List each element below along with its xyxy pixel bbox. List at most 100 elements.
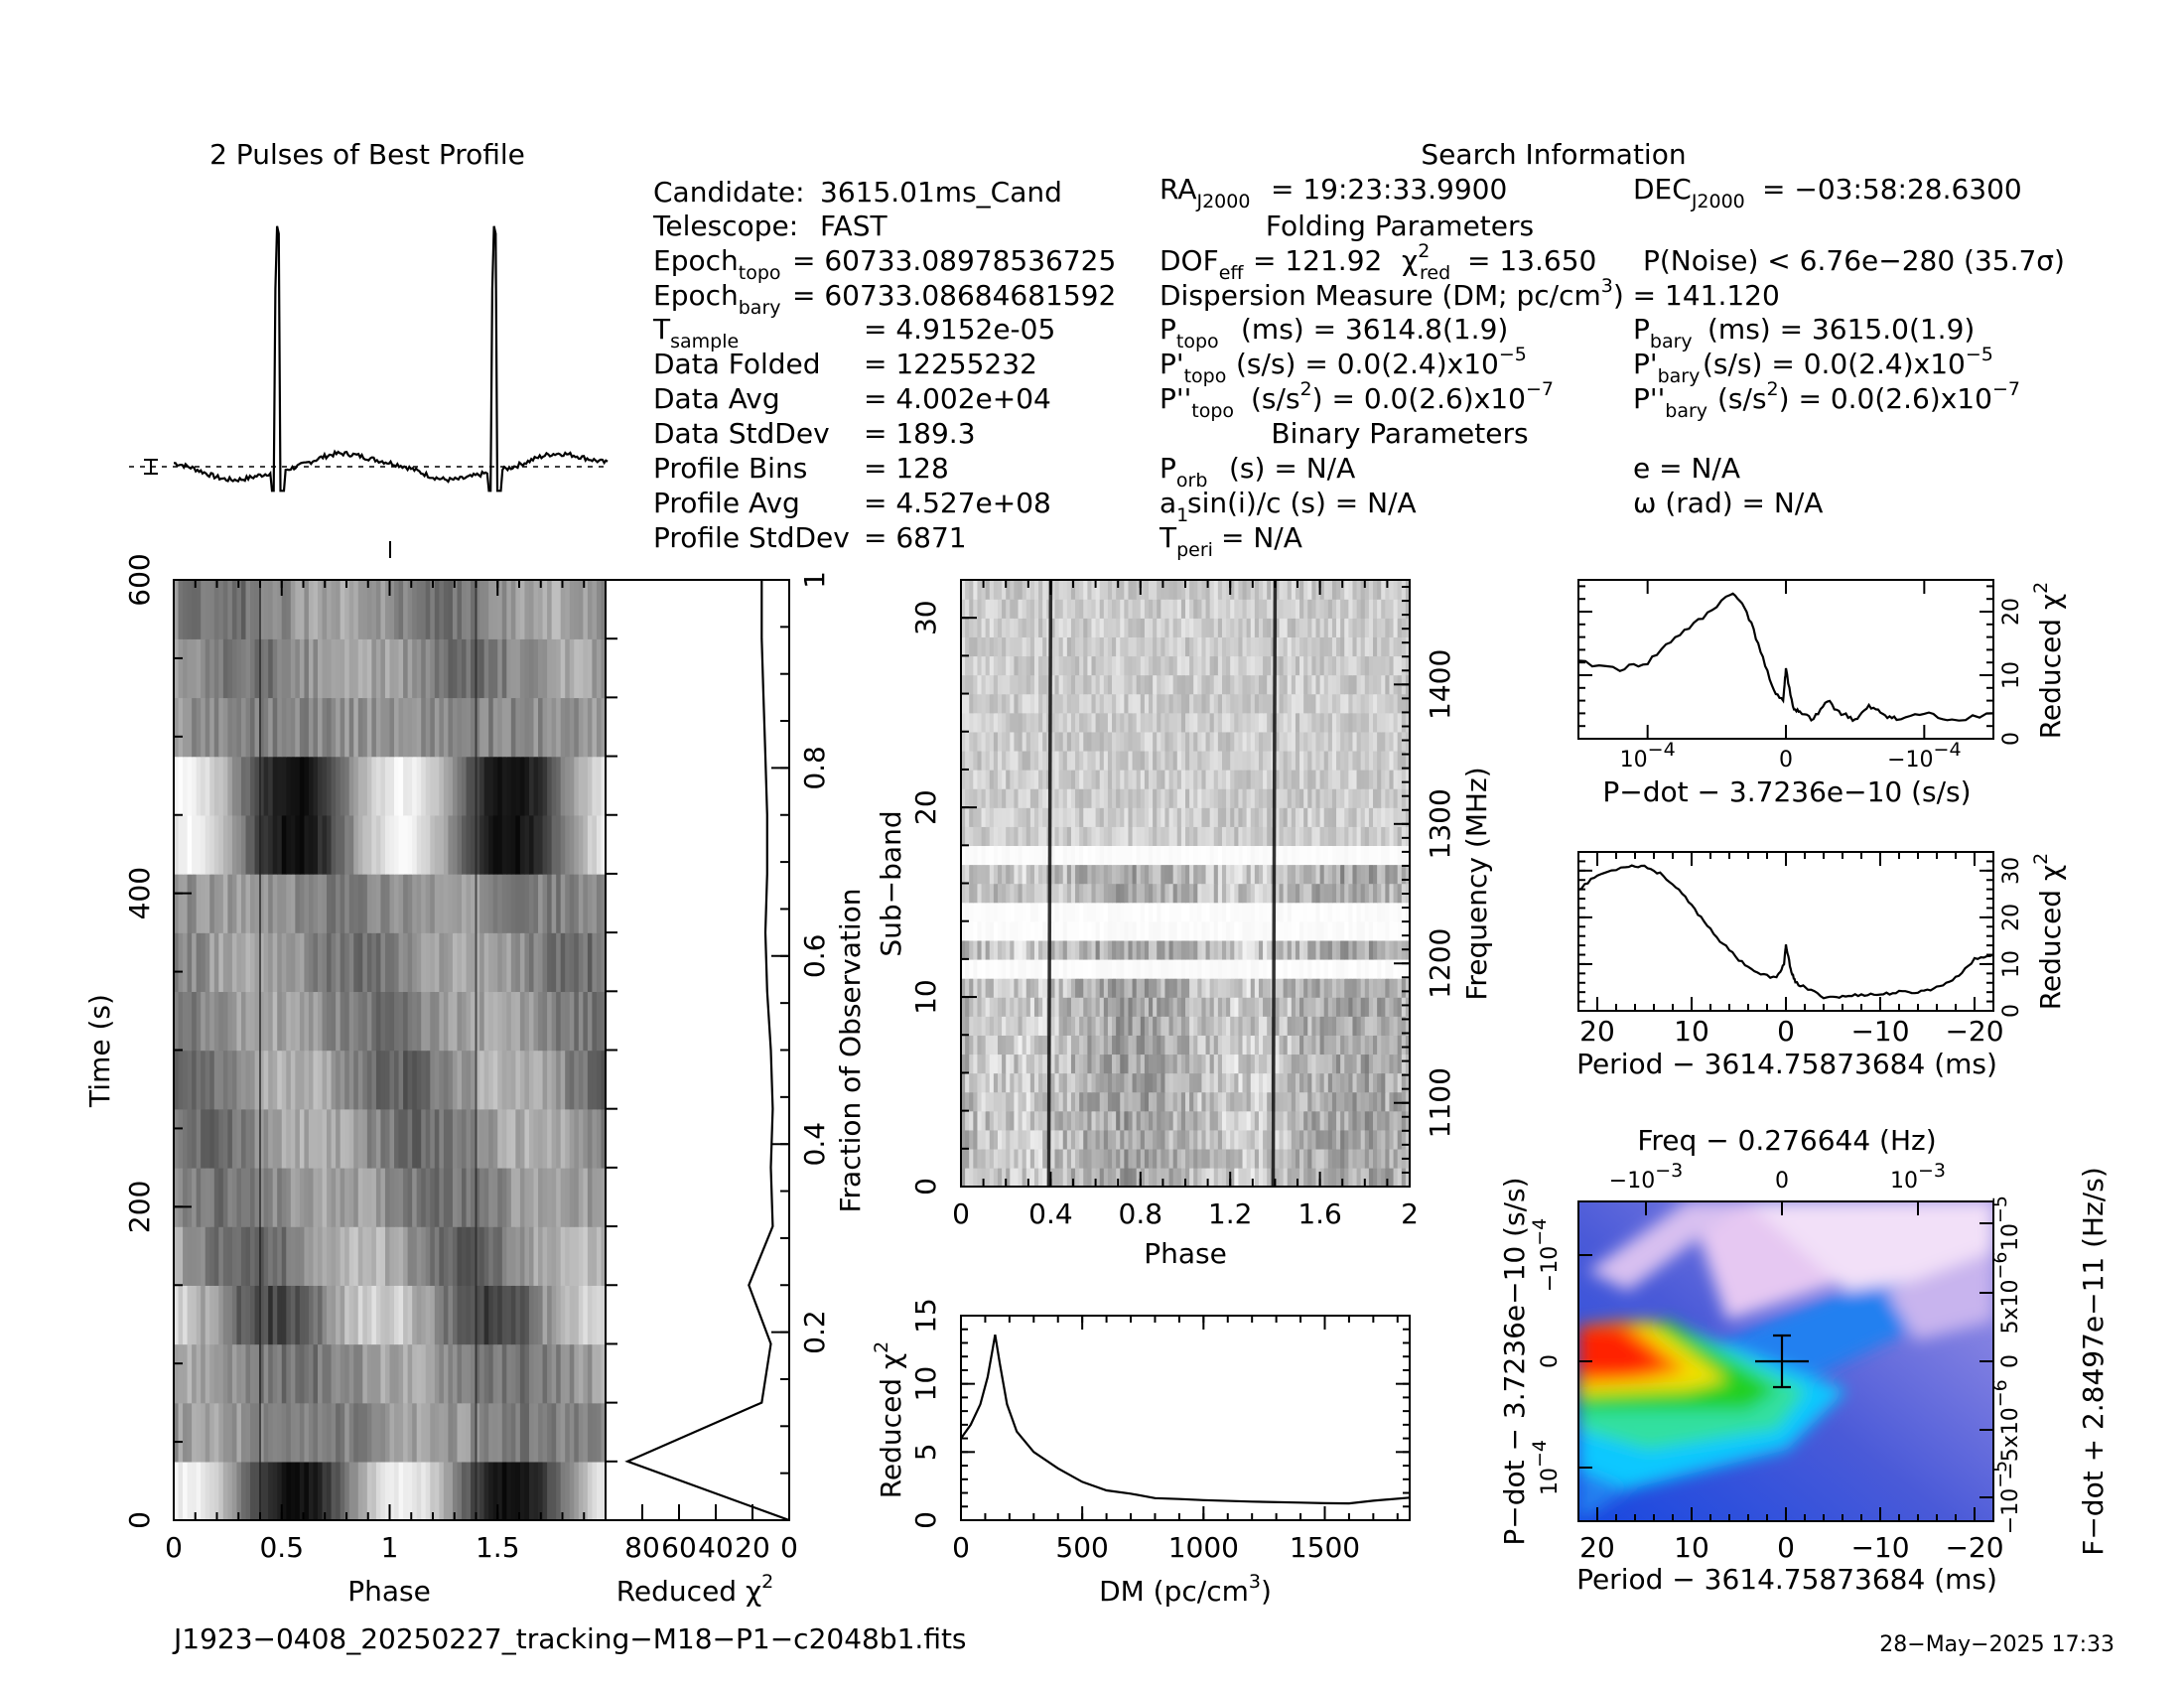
- heatmap-cell: [1120, 731, 1126, 752]
- heatmap-cell: [492, 1226, 498, 1286]
- heatmap-cell: [1006, 1054, 1012, 1074]
- heatmap-cell: [1401, 693, 1407, 714]
- heatmap-cell: [344, 1343, 350, 1404]
- heatmap-cell: [1124, 826, 1130, 847]
- heatmap-cell: [1033, 920, 1039, 941]
- heatmap-cell: [1029, 618, 1035, 637]
- heatmap-cell: [1180, 1054, 1186, 1074]
- heatmap-cell: [592, 873, 598, 933]
- heatmap-cell: [1352, 1110, 1358, 1131]
- heatmap-cell: [1128, 788, 1134, 808]
- heatmap-cell: [304, 932, 310, 993]
- heatmap-cell: [1033, 826, 1039, 847]
- heatmap-cell: [1295, 1110, 1300, 1131]
- heatmap-cell: [1103, 1148, 1109, 1169]
- heatmap-cell: [1075, 1091, 1080, 1112]
- heatmap-cell: [1010, 1072, 1016, 1093]
- heatmap-cell: [1377, 1035, 1382, 1055]
- heatmap-cell: [353, 638, 359, 699]
- heatmap-cell: [1189, 1016, 1194, 1036]
- heatmap-cell: [528, 873, 535, 933]
- heatmap-cell: [1267, 997, 1272, 1017]
- heatmap-cell: [1164, 750, 1170, 771]
- heatmap-cell: [1083, 731, 1089, 752]
- heatmap-cell: [439, 756, 445, 816]
- heatmap-cell: [1283, 769, 1289, 789]
- heatmap-cell: [371, 638, 377, 699]
- dm-value: ) = 141.120: [1613, 279, 1780, 312]
- heatmap-cell: [1066, 883, 1072, 904]
- heatmap-cell: [981, 997, 987, 1017]
- heatmap-cell: [977, 712, 983, 733]
- heatmap-cell: [1014, 883, 1020, 904]
- heatmap-cell: [1091, 1054, 1097, 1074]
- heatmap-cell: [1401, 750, 1407, 771]
- heatmap-cell: [1116, 1110, 1121, 1131]
- heatmap-cell: [965, 1129, 970, 1150]
- heatmap-cell: [1144, 655, 1150, 676]
- heatmap-cell: [1385, 1016, 1391, 1036]
- heatmap-cell: [466, 1461, 472, 1520]
- heatmap-cell: [1246, 997, 1252, 1017]
- heatmap-cell: [1050, 1016, 1056, 1036]
- heatmap-cell: [192, 932, 198, 993]
- heatmap-cell: [1160, 939, 1166, 960]
- heatmap-cell: [1397, 958, 1403, 979]
- heatmap-cell: [1295, 1148, 1300, 1169]
- heatmap-cell: [1344, 1129, 1350, 1150]
- heatmap-cell: [209, 873, 215, 933]
- heatmap-cell: [1377, 997, 1382, 1017]
- heatmap-cell: [362, 1343, 368, 1404]
- heatmap-cell: [973, 636, 979, 657]
- heatmap-cell: [1348, 693, 1354, 714]
- heatmap-cell: [1295, 1091, 1300, 1112]
- heatmap-cell: [1079, 920, 1084, 941]
- heatmap-cell: [344, 814, 350, 875]
- heatmap-cell: [1263, 883, 1268, 904]
- heatmap-cell: [434, 1402, 441, 1463]
- heatmap-cell: [1283, 1016, 1289, 1036]
- heatmap-cell: [583, 1050, 589, 1110]
- heatmap-cell: [1022, 1091, 1027, 1112]
- heatmap-cell: [1263, 958, 1268, 979]
- heatmap-cell: [1010, 693, 1016, 714]
- heatmap-cell: [434, 1285, 441, 1345]
- heatmap-cell: [1193, 997, 1199, 1017]
- heatmap-cell: [218, 1050, 224, 1110]
- heatmap-cell: [457, 580, 463, 639]
- heatmap-cell: [1381, 1054, 1387, 1074]
- heatmap-cell: [547, 814, 553, 875]
- heatmap-cell: [1221, 807, 1227, 827]
- heatmap-cell: [1242, 769, 1248, 789]
- heatmap-cell: [434, 1108, 441, 1169]
- heatmap-cell: [596, 1461, 603, 1520]
- heatmap-cell: [1291, 1148, 1297, 1169]
- heatmap-cell: [1103, 693, 1109, 714]
- heatmap-cell: [506, 1461, 512, 1520]
- heatmap-cell: [492, 638, 498, 699]
- heatmap-cell: [1303, 1148, 1308, 1169]
- heatmap-cell: [277, 580, 283, 639]
- heatmap-cell: [1352, 864, 1358, 885]
- heatmap-cell: [1132, 826, 1138, 847]
- heatmap-cell: [398, 1226, 404, 1286]
- heatmap-cell: [295, 697, 301, 758]
- heatmap-cell: [394, 991, 400, 1052]
- heatmap-cell: [1323, 1035, 1329, 1055]
- heatmap-cell: [254, 1167, 260, 1227]
- heatmap-cell: [574, 1050, 580, 1110]
- heatmap-cell: [462, 873, 468, 933]
- heatmap-cell: [1025, 902, 1031, 922]
- heatmap-cell: [1112, 997, 1117, 1017]
- heatmap-cell: [989, 1167, 995, 1187]
- heatmap-cell: [977, 1110, 983, 1131]
- heatmap-cell: [1331, 731, 1337, 752]
- heatmap-cell: [587, 1167, 594, 1227]
- heatmap-cell: [178, 580, 184, 639]
- heatmap-cell: [344, 1226, 350, 1286]
- heatmap-cell: [1180, 807, 1186, 827]
- heatmap-cell: [969, 750, 975, 771]
- heatmap-cell: [1291, 655, 1297, 676]
- heatmap-cell: [245, 932, 251, 993]
